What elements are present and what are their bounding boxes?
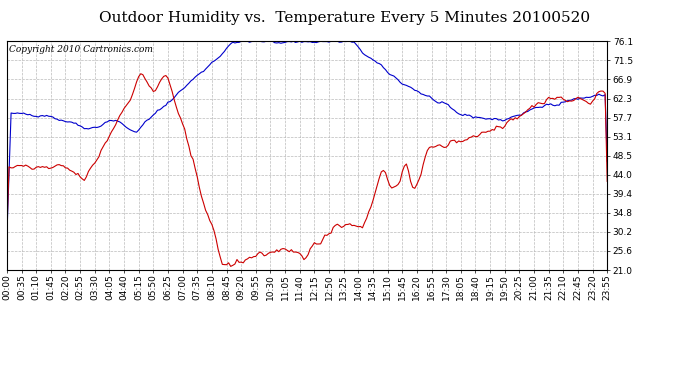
Text: Outdoor Humidity vs.  Temperature Every 5 Minutes 20100520: Outdoor Humidity vs. Temperature Every 5…	[99, 11, 591, 25]
Text: Copyright 2010 Cartronics.com: Copyright 2010 Cartronics.com	[9, 45, 152, 54]
